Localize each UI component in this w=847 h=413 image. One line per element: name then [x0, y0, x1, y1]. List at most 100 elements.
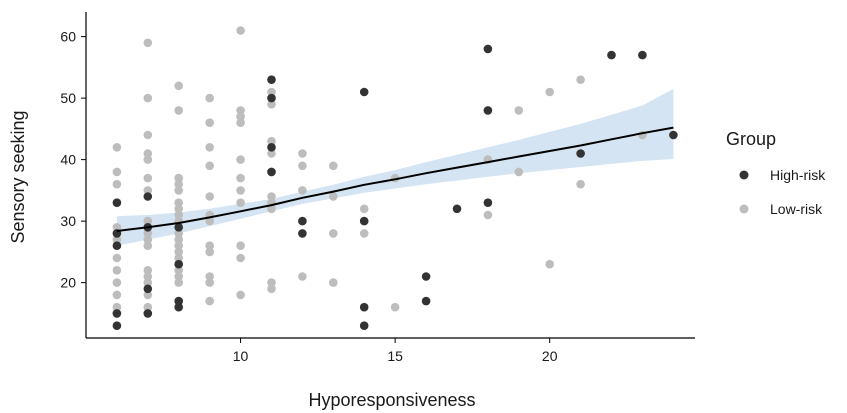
- point-low-risk: [359, 204, 369, 214]
- point-high-risk: [483, 198, 493, 207]
- point-low-risk: [143, 278, 153, 287]
- point-high-risk: [669, 130, 678, 140]
- point-low-risk: [514, 106, 524, 115]
- x-tick-label: 20: [542, 348, 558, 364]
- point-low-risk: [576, 179, 585, 189]
- confidence-band: [116, 88, 674, 246]
- point-low-risk: [329, 229, 338, 238]
- point-low-risk: [143, 173, 153, 183]
- point-low-risk: [143, 235, 153, 244]
- point-low-risk: [143, 93, 153, 103]
- point-low-risk: [112, 143, 122, 152]
- point-low-risk: [205, 118, 214, 127]
- point-low-risk: [298, 186, 307, 195]
- point-low-risk: [483, 210, 493, 220]
- point-high-risk: [298, 229, 307, 238]
- point-high-risk: [174, 223, 183, 232]
- point-low-risk: [143, 266, 153, 275]
- y-ticks: 20 30 40 50 60: [60, 29, 86, 291]
- point-low-risk: [267, 192, 276, 201]
- point-low-risk: [205, 241, 214, 250]
- x-ticks: 10 15 20: [233, 338, 558, 364]
- point-low-risk: [174, 106, 183, 115]
- point-high-risk: [359, 87, 369, 97]
- point-low-risk: [236, 290, 245, 300]
- point-high-risk: [359, 216, 369, 226]
- point-low-risk: [205, 161, 214, 171]
- point-low-risk: [329, 161, 338, 171]
- point-low-risk: [143, 38, 153, 48]
- point-low-risk: [143, 229, 153, 238]
- point-low-risk: [298, 161, 307, 171]
- point-low-risk: [267, 87, 276, 97]
- point-high-risk: [174, 302, 183, 312]
- y-tick-label: 60: [60, 29, 76, 45]
- point-high-risk: [421, 296, 431, 306]
- point-high-risk: [174, 296, 183, 306]
- point-high-risk: [267, 167, 276, 177]
- point-high-risk: [112, 321, 122, 331]
- point-low-risk: [143, 216, 153, 226]
- x-tick-label: 10: [233, 348, 249, 364]
- point-low-risk: [205, 296, 214, 306]
- point-high-risk: [143, 284, 153, 294]
- point-high-risk: [452, 204, 462, 214]
- point-low-risk: [205, 192, 214, 201]
- point-low-risk: [205, 93, 214, 103]
- point-low-risk: [236, 241, 245, 250]
- point-low-risk: [112, 302, 122, 312]
- point-low-risk: [390, 302, 400, 312]
- y-tick-label: 40: [60, 152, 76, 168]
- point-low-risk: [112, 253, 122, 263]
- legend-marker-high-risk: [739, 170, 749, 180]
- legend-title: Group: [726, 129, 776, 149]
- point-low-risk: [143, 155, 153, 164]
- point-low-risk: [236, 112, 245, 121]
- point-low-risk: [267, 136, 276, 146]
- point-high-risk: [483, 44, 493, 54]
- point-low-risk: [236, 198, 245, 207]
- confidence-band-layer: [116, 88, 674, 246]
- point-low-risk: [112, 179, 122, 189]
- point-low-risk: [236, 173, 245, 183]
- point-low-risk: [205, 143, 214, 152]
- point-low-risk: [174, 241, 183, 250]
- point-low-risk: [298, 272, 307, 281]
- point-high-risk: [267, 143, 276, 152]
- point-low-risk: [576, 75, 585, 84]
- point-low-risk: [267, 278, 276, 287]
- point-high-risk: [359, 321, 369, 331]
- point-low-risk: [143, 241, 153, 250]
- point-high-risk: [638, 50, 647, 60]
- point-high-risk: [143, 309, 153, 318]
- point-high-risk: [267, 75, 276, 84]
- point-low-risk: [143, 302, 153, 312]
- point-low-risk: [174, 198, 183, 207]
- point-low-risk: [174, 253, 183, 263]
- point-low-risk: [236, 186, 245, 195]
- point-low-risk: [174, 278, 183, 287]
- point-low-risk: [112, 235, 122, 244]
- point-low-risk: [329, 192, 338, 201]
- y-tick-label: 30: [60, 213, 76, 229]
- point-low-risk: [205, 247, 214, 257]
- point-low-risk: [205, 272, 214, 281]
- point-low-risk: [112, 167, 122, 177]
- point-high-risk: [112, 198, 122, 207]
- point-low-risk: [112, 278, 122, 287]
- point-low-risk: [236, 26, 245, 35]
- point-low-risk: [143, 130, 153, 140]
- point-low-risk: [174, 204, 183, 214]
- point-high-risk: [174, 259, 183, 269]
- point-low-risk: [143, 272, 153, 281]
- point-high-risk: [421, 272, 431, 281]
- point-low-risk: [174, 266, 183, 275]
- data-points-layer: [112, 26, 678, 331]
- point-low-risk: [112, 223, 122, 232]
- point-low-risk: [329, 278, 338, 287]
- legend-label-low-risk: Low-risk: [770, 201, 823, 217]
- point-low-risk: [267, 284, 276, 294]
- point-high-risk: [298, 216, 307, 226]
- point-low-risk: [174, 81, 183, 91]
